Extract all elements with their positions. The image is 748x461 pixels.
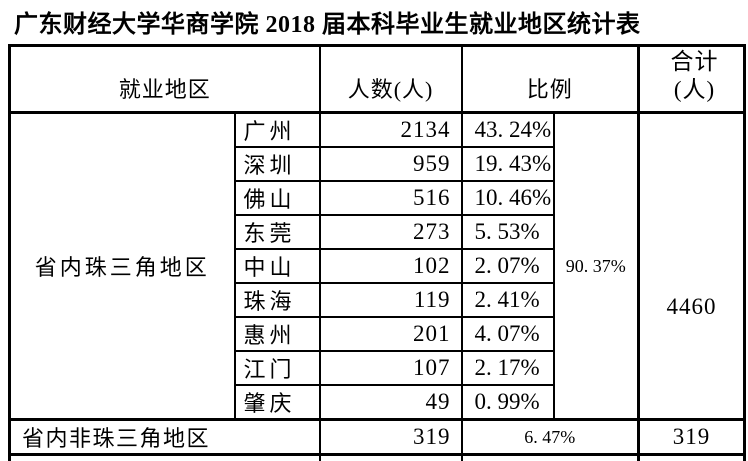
- city-count-cell: 102: [318, 248, 463, 284]
- city-name-cell: 佛山: [233, 180, 321, 216]
- row-ratio-cell: 3. 16%: [460, 453, 640, 461]
- city-ratio-cell: 2. 41%: [460, 282, 555, 318]
- city-count-cell: 49: [318, 384, 463, 421]
- city-ratio-cell: 5. 53%: [460, 214, 555, 250]
- header-ratio: 比例: [460, 44, 640, 114]
- header-total-line2: (人): [673, 77, 716, 102]
- row-count-cell: 319: [318, 418, 463, 456]
- city-name-cell: 广州: [233, 111, 321, 148]
- row-total-cell: 319: [637, 418, 746, 456]
- city-ratio-cell: 0. 99%: [460, 384, 555, 421]
- city-name-cell: 深圳: [233, 146, 321, 182]
- city-ratio-cell: 19. 43%: [460, 146, 555, 182]
- page-title: 广东财经大学华商学院 2018 届本科毕业生就业地区统计表: [14, 12, 641, 38]
- city-count-cell: 107: [318, 350, 463, 386]
- employment-region-table: 就业地区 人数(人) 比例 合计 (人) 省内珠三角地区 广州 2134 43.…: [8, 44, 747, 461]
- header-region: 就业地区: [8, 44, 321, 114]
- table-row: 省内非珠三角地区 319 6. 47% 319: [8, 418, 746, 456]
- city-ratio-cell: 2. 17%: [460, 350, 555, 386]
- header-total: 合计 (人): [637, 44, 746, 114]
- table-row: 惠州 201 4. 07%: [10, 316, 745, 352]
- city-ratio-cell: 43. 24%: [460, 111, 555, 148]
- row-total-cell: 156: [637, 453, 746, 461]
- header-row: 就业地区 人数(人) 比例 合计 (人): [8, 44, 746, 114]
- city-count-cell: 201: [318, 316, 463, 352]
- region-row-label-cell: 省内非珠三角地区: [8, 418, 321, 456]
- city-ratio-cell: 4. 07%: [460, 316, 555, 352]
- city-count-cell: 2134: [318, 111, 463, 148]
- table-row: 江门 107 2. 17%: [10, 350, 745, 386]
- table-row: 中山 102 2. 07%: [10, 248, 745, 284]
- table-row: 省内珠三角地区 广州 2134 43. 24% 90. 37% 4460: [8, 111, 746, 421]
- city-count-cell: 959: [318, 146, 463, 182]
- region-row-label-cell: 省外: [8, 453, 321, 461]
- city-name-cell: 珠海: [233, 282, 321, 318]
- row-count-cell: 156: [318, 453, 463, 461]
- city-count-cell: 516: [318, 180, 463, 216]
- city-count-cell: 119: [318, 282, 463, 318]
- header-total-line1: 合计: [670, 49, 719, 74]
- city-name-cell: 惠州: [233, 316, 321, 352]
- header-count: 人数(人): [318, 44, 463, 114]
- city-ratio-cell: 10. 46%: [460, 180, 555, 216]
- table-row: 省外 156 3. 16% 156: [8, 453, 746, 461]
- city-name-cell: 江门: [233, 350, 321, 386]
- region-group-cell: 省内珠三角地区: [8, 111, 236, 421]
- table-row: 肇庆 49 0. 99%: [10, 384, 745, 421]
- city-name-cell: 中山: [233, 248, 321, 284]
- table-row: 佛山 516 10. 46%: [10, 180, 745, 216]
- group-ratio-cell: 90. 37%: [552, 111, 640, 421]
- group-total-cell: 4460: [637, 111, 746, 421]
- table-row: 深圳 959 19. 43%: [10, 146, 745, 182]
- city-count-cell: 273: [318, 214, 463, 250]
- table-row: 东莞 273 5. 53%: [10, 214, 745, 250]
- city-name-cell: 东莞: [233, 214, 321, 250]
- city-name-cell: 肇庆: [233, 384, 321, 421]
- table-row: 珠海 119 2. 41%: [10, 282, 745, 318]
- city-ratio-cell: 2. 07%: [460, 248, 555, 284]
- row-ratio-cell: 6. 47%: [460, 418, 640, 456]
